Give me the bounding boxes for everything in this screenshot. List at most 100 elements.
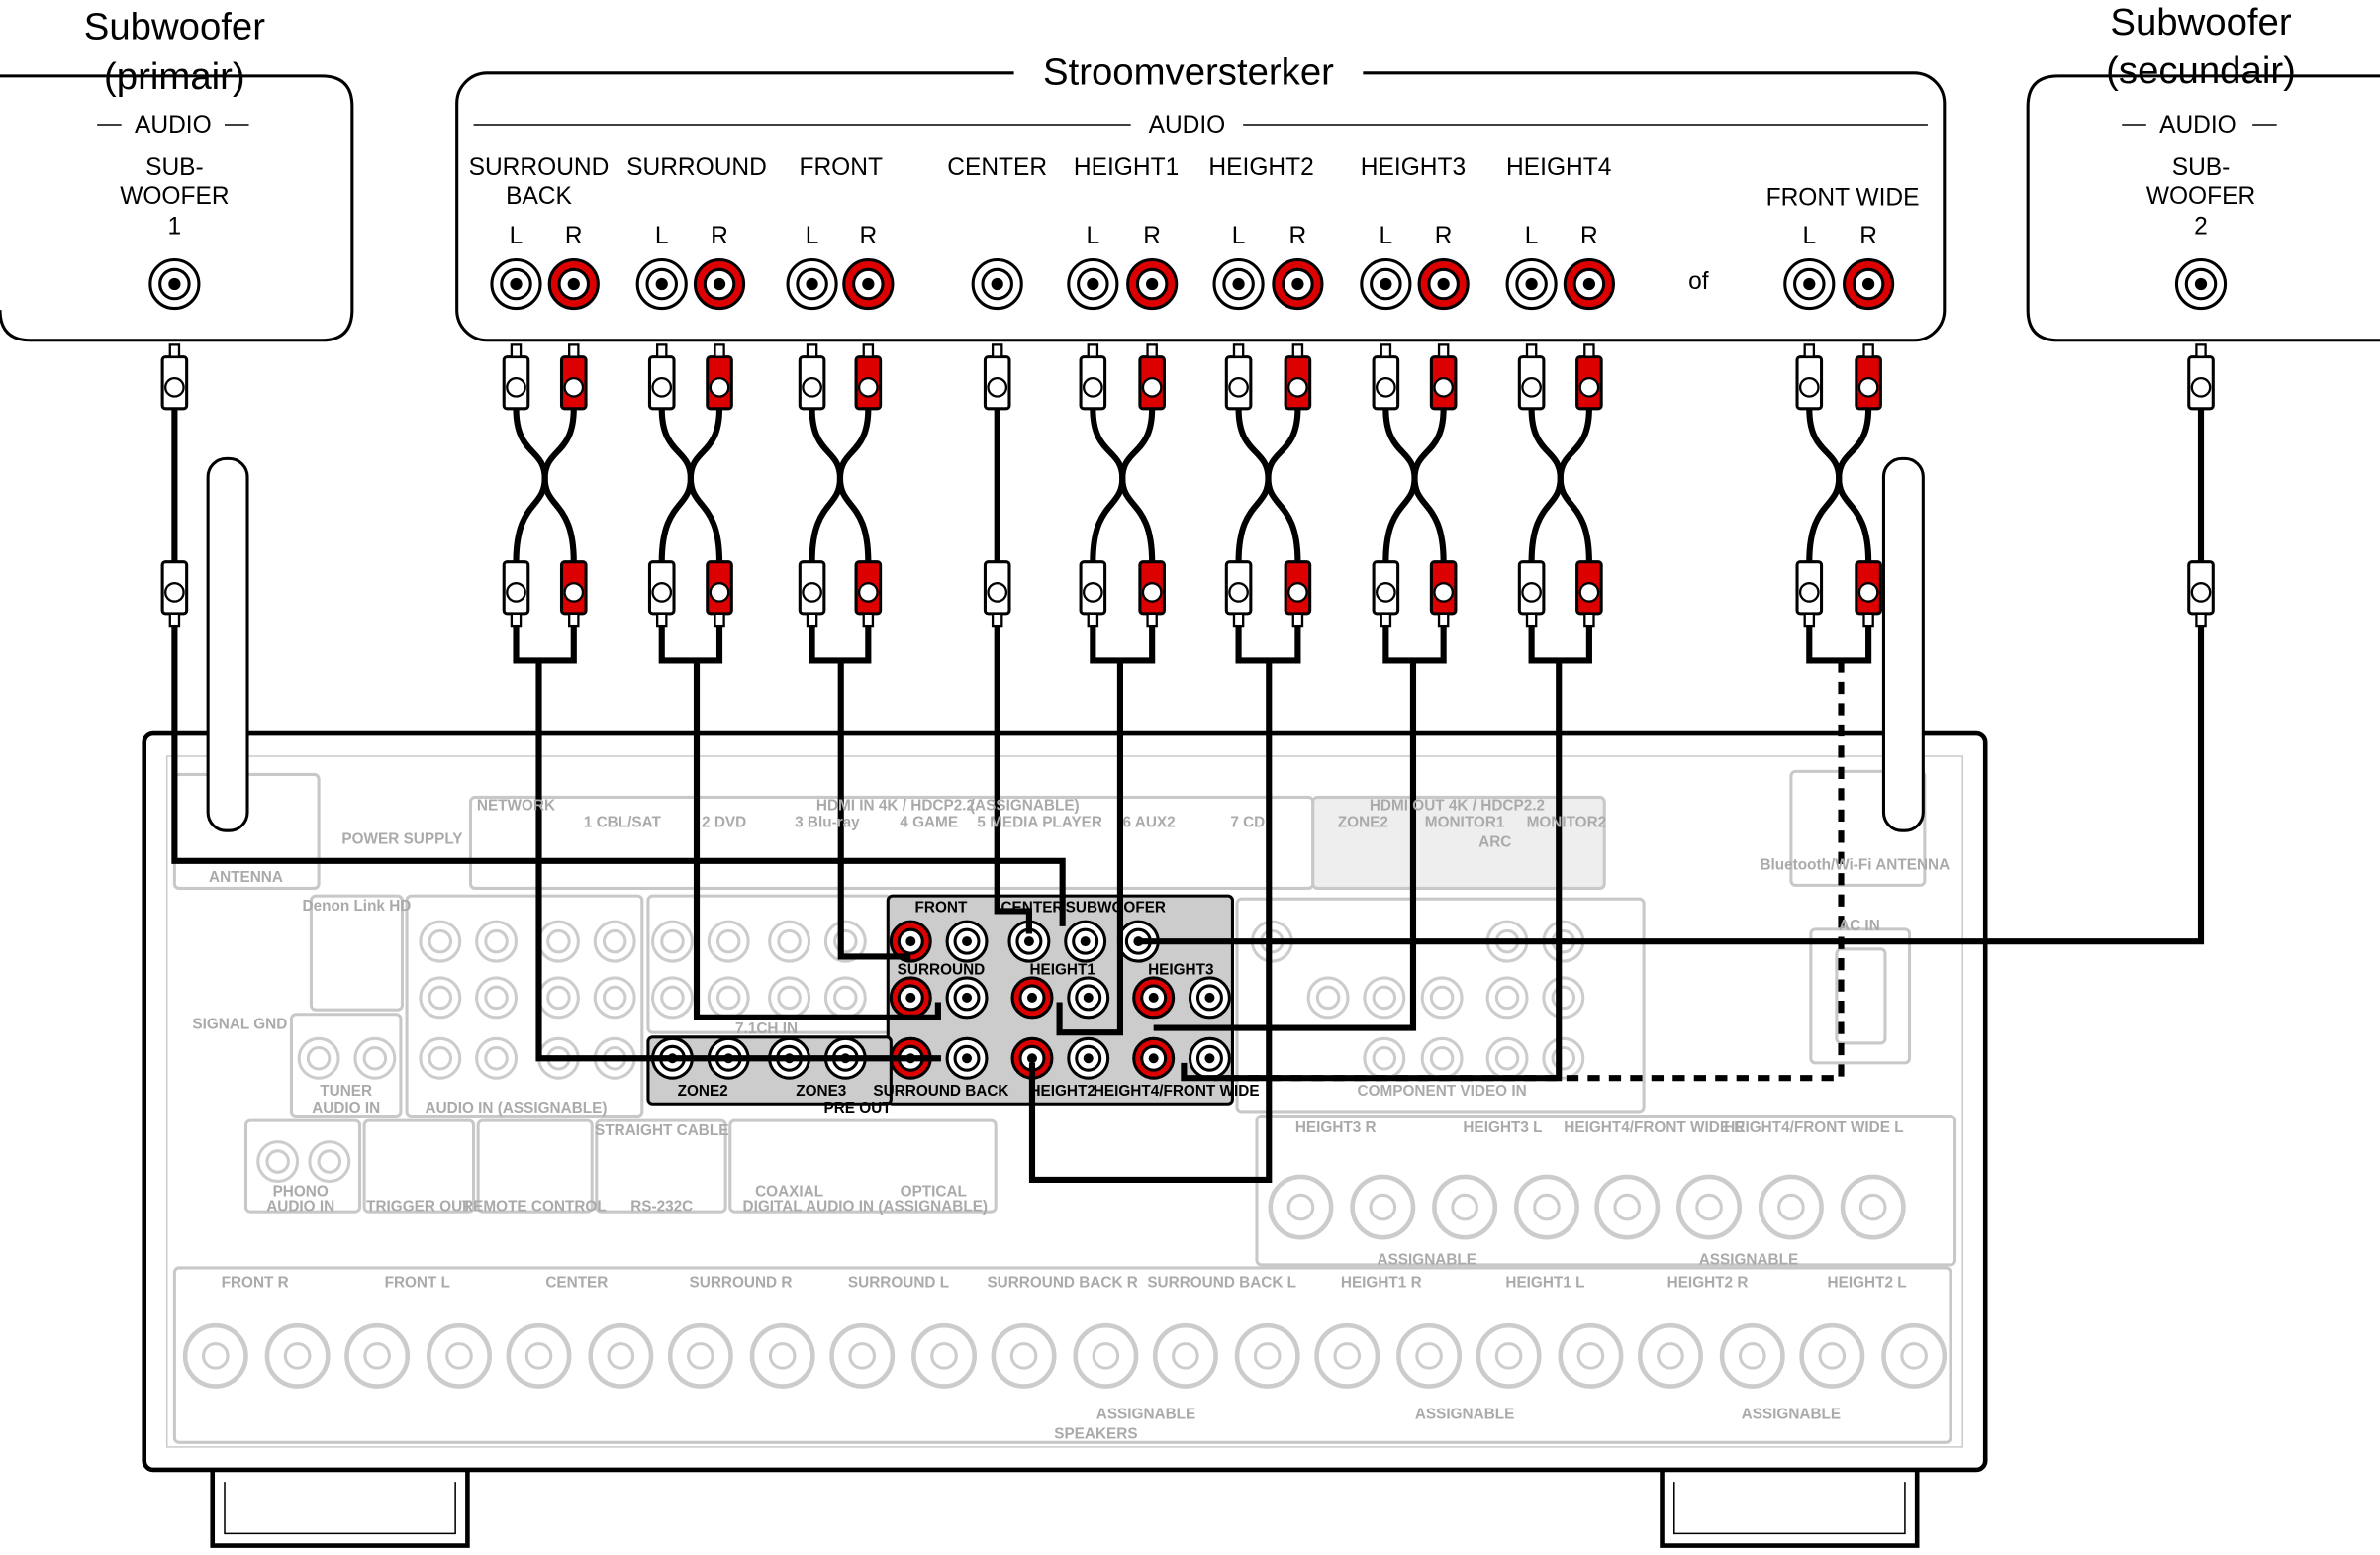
- faint-jack-ring: [428, 985, 453, 1011]
- bracket: [809, 626, 872, 664]
- cable: [1056, 660, 1124, 1036]
- faint-jack: [1363, 976, 1406, 1020]
- jack-label: WOOFER: [120, 183, 229, 210]
- hdmi-out: [1311, 795, 1606, 891]
- title-gap: [1013, 54, 1364, 95]
- channel-l: L: [1802, 223, 1816, 249]
- bt-antenna: [1789, 769, 1927, 887]
- antenna: [1881, 456, 1925, 832]
- faint-jack-ring: [428, 928, 453, 954]
- jack-pin: [1148, 1053, 1159, 1064]
- terminal-core: [1494, 1342, 1523, 1370]
- panel-label: HEIGHT2 L: [1828, 1274, 1907, 1291]
- terminal-core: [930, 1342, 958, 1370]
- jack-pin: [1148, 992, 1159, 1003]
- channel-label: CENTER: [947, 154, 1047, 181]
- plug-mark: [1798, 582, 1820, 603]
- panel-label: 7.1CH IN: [735, 1020, 798, 1037]
- panel-label: COMPONENT VIDEO IN: [1358, 1083, 1527, 1100]
- plug-mark: [987, 582, 1008, 603]
- jack-pin: [1026, 992, 1037, 1003]
- terminal-core: [524, 1342, 553, 1370]
- channel-r: R: [859, 223, 877, 249]
- plug-tip: [991, 343, 1003, 358]
- panel-label: TRIGGER OUT: [366, 1199, 472, 1215]
- wire: [1382, 408, 1418, 562]
- plug-mark: [1578, 376, 1600, 398]
- digital: [728, 1118, 998, 1214]
- terminal-core: [687, 1342, 714, 1370]
- faint-jack: [536, 976, 580, 1020]
- terminal-core: [1092, 1342, 1120, 1370]
- section: AUDIO: [2159, 112, 2237, 139]
- jack-label: 2: [2194, 214, 2208, 241]
- terminal-core: [1009, 1342, 1038, 1370]
- faint-jack: [1542, 1036, 1585, 1080]
- jack-pin: [1232, 277, 1245, 291]
- channel-label: HEIGHT3: [1361, 154, 1466, 181]
- faint-jack-ring: [1429, 985, 1455, 1011]
- plug-tip: [1146, 343, 1158, 358]
- channel-label: FRONT WIDE: [1766, 185, 1920, 212]
- panel-label: ARC: [1478, 834, 1511, 851]
- terminal: [1513, 1174, 1579, 1240]
- plug-tip: [1862, 612, 1874, 628]
- terminal-core: [1533, 1193, 1561, 1221]
- faint-jack-ring: [602, 985, 627, 1011]
- plug-tip: [806, 343, 818, 358]
- terminal-core: [1900, 1342, 1928, 1370]
- jack-pin: [1437, 277, 1450, 291]
- terminal-core: [768, 1342, 797, 1370]
- panel-label: HEIGHT1: [1029, 961, 1095, 978]
- terminal: [182, 1322, 248, 1389]
- faint-jack-ring: [1429, 1045, 1455, 1071]
- plug-tip: [1232, 612, 1245, 628]
- faint-jack-ring: [1372, 1045, 1397, 1071]
- faint-jack: [419, 976, 462, 1020]
- section: AUDIO: [1149, 112, 1226, 139]
- faint-jack: [419, 920, 462, 963]
- jack-pin: [1861, 277, 1875, 291]
- jack-pin: [1525, 277, 1538, 291]
- panel-label: 2 DVD: [702, 815, 746, 831]
- plug-mark: [1082, 582, 1103, 603]
- jack-pin: [806, 277, 818, 291]
- panel-label: ASSIGNABLE: [1378, 1251, 1477, 1268]
- terminal-core: [445, 1342, 473, 1370]
- wire: [1265, 408, 1301, 562]
- bracket: [1806, 626, 1872, 664]
- panel-label: MONITOR2: [1527, 815, 1607, 831]
- faint-jack: [536, 920, 580, 963]
- plug-mark: [1433, 582, 1454, 603]
- panel-label: ZONE2: [678, 1083, 728, 1100]
- plug-tip: [510, 343, 523, 358]
- terminal-core: [363, 1342, 391, 1370]
- terminal: [1881, 1322, 1948, 1389]
- plug-tip: [2195, 343, 2207, 358]
- faint-jack-ring: [1315, 985, 1341, 1011]
- panel-label: HDMI IN 4K / HDCP2.2: [816, 798, 975, 815]
- faint-jack: [1363, 1036, 1406, 1080]
- plug-tip: [1803, 343, 1816, 358]
- faint-jack-ring: [484, 928, 509, 954]
- foot: [210, 1469, 470, 1548]
- speaker-bottom: [172, 1266, 1952, 1444]
- title: Stroomversterker: [1043, 50, 1334, 93]
- panel-label: OPTICAL: [901, 1183, 967, 1200]
- panel-label: ASSIGNABLE: [1699, 1251, 1798, 1268]
- faint-jack-ring: [833, 928, 858, 954]
- jack-pin: [1582, 277, 1596, 291]
- terminal: [264, 1322, 331, 1389]
- terminal-core: [1818, 1342, 1847, 1370]
- gap: [1130, 112, 1244, 138]
- channel-label: HEIGHT1: [1074, 154, 1179, 181]
- faint-jack-ring: [484, 1045, 509, 1071]
- plug-tip: [168, 612, 181, 628]
- plug-tip: [1087, 343, 1099, 358]
- terminal: [1432, 1174, 1498, 1240]
- faint-jack-ring: [777, 928, 802, 954]
- plug-tip: [862, 343, 875, 358]
- panel-label: HEIGHT4/FRONT WIDE R: [1564, 1119, 1745, 1136]
- jack-pin: [655, 277, 668, 291]
- panel-label: SURROUND R: [690, 1274, 793, 1291]
